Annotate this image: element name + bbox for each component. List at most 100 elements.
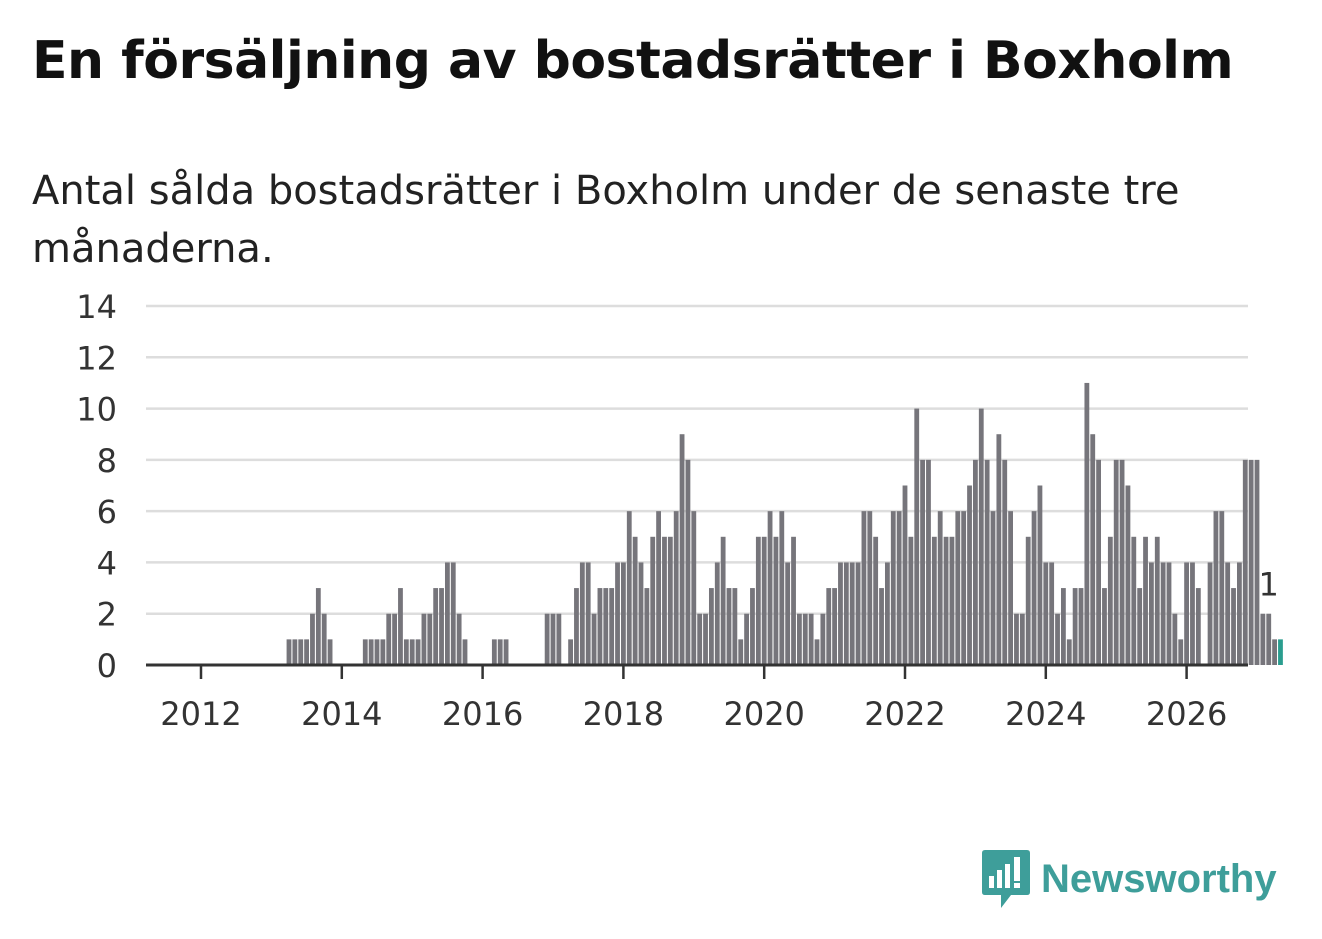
bar (750, 588, 755, 665)
bar (1072, 588, 1078, 665)
bar (1019, 613, 1025, 665)
bar (667, 536, 673, 665)
bar-chart: 0 2 4 6 8 10 12 14 2012 2014 2016 2018 2020 2022 2024… (76, 288, 1283, 733)
bar (726, 588, 732, 665)
bar (327, 639, 333, 665)
bar (714, 562, 720, 665)
bar (1148, 562, 1154, 665)
bar (462, 639, 468, 665)
bar (1055, 613, 1060, 665)
x-tick-label: 2012 (160, 695, 241, 733)
bar (439, 588, 444, 665)
bar (849, 562, 855, 665)
bar (744, 613, 749, 665)
bar (292, 639, 298, 665)
bar (896, 511, 902, 665)
bar (310, 613, 315, 665)
bar (644, 588, 650, 665)
bar (286, 639, 292, 665)
data-label: 1 (1259, 566, 1279, 604)
bar (421, 613, 427, 665)
bar (603, 588, 609, 665)
bar (1060, 588, 1066, 665)
bar (597, 588, 603, 665)
bar (1219, 511, 1225, 665)
bar (761, 536, 767, 665)
bar (1066, 639, 1072, 665)
bar (685, 459, 691, 665)
bar (550, 613, 556, 665)
x-tick-label: 2014 (301, 695, 382, 733)
bar (1190, 562, 1195, 665)
bar (1131, 536, 1137, 665)
x-tick-label: 2026 (1146, 695, 1227, 733)
bar (890, 511, 896, 665)
bar (398, 588, 403, 665)
bar (943, 536, 949, 665)
x-tick-label: 2016 (442, 695, 523, 733)
bar (1154, 536, 1160, 665)
bar (1184, 562, 1189, 665)
bar (1025, 536, 1031, 665)
bar (315, 588, 321, 665)
bar (908, 536, 914, 665)
bar (703, 613, 708, 665)
bar (679, 434, 685, 665)
bar (392, 613, 397, 665)
bar (544, 613, 550, 665)
bar (820, 613, 826, 665)
bar (579, 562, 585, 665)
bar (444, 562, 450, 665)
y-tick-label: 12 (76, 339, 117, 377)
y-tick-label: 2 (97, 596, 117, 634)
bar (456, 613, 462, 665)
chart-subtitle: Antal sålda bostadsrätter i Boxholm unde… (32, 168, 1180, 272)
bar (949, 536, 955, 665)
bar (403, 639, 409, 665)
x-tick-label: 2024 (1005, 695, 1086, 733)
bar (926, 459, 931, 665)
bar (873, 536, 879, 665)
y-tick-label: 0 (97, 647, 117, 685)
bar (879, 588, 884, 665)
bar (796, 613, 802, 665)
bar (1254, 459, 1260, 665)
bar (450, 562, 456, 665)
bar (1137, 588, 1143, 665)
bar (656, 511, 661, 665)
bar (556, 613, 562, 665)
bar (1248, 459, 1254, 665)
bar (304, 639, 309, 665)
bar (691, 511, 697, 665)
bar (1078, 588, 1084, 665)
bar (362, 639, 368, 665)
bar (1260, 613, 1266, 665)
bar (1043, 562, 1049, 665)
bar (415, 639, 421, 665)
bar (955, 511, 961, 665)
bar (673, 511, 679, 665)
bar (1272, 639, 1277, 665)
bar (1178, 639, 1184, 665)
bar (374, 639, 380, 665)
bar (697, 613, 703, 665)
bar (662, 536, 667, 665)
bar (1160, 562, 1166, 665)
bar (1031, 511, 1037, 665)
bar (650, 536, 656, 665)
bar (708, 588, 714, 665)
y-tick-label: 6 (97, 493, 117, 531)
gridlines (146, 304, 1248, 615)
y-axis: 0 2 4 6 8 10 12 14 (76, 288, 117, 685)
bar (1242, 459, 1248, 665)
bar (996, 434, 1002, 665)
bar (321, 613, 327, 665)
bar (1090, 434, 1096, 665)
bar (1172, 613, 1178, 665)
bar (773, 536, 779, 665)
bar (808, 613, 814, 665)
y-tick-label: 10 (76, 391, 117, 429)
bar (1143, 536, 1148, 665)
bar (732, 588, 738, 665)
bar (914, 408, 920, 665)
